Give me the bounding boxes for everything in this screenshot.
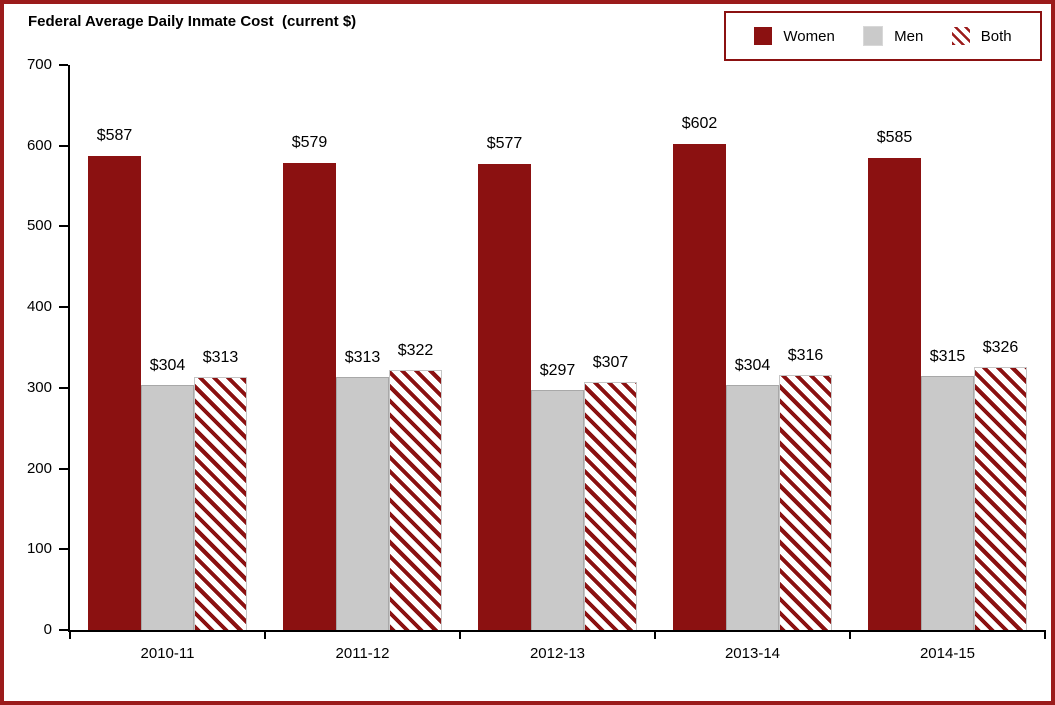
x-category-label: 2011-12: [335, 645, 390, 662]
y-tick: [59, 629, 68, 631]
men-bar: $315: [921, 348, 974, 630]
legend-swatch-men: [863, 26, 884, 46]
bar-group-2010-11: $587 $304 $313: [70, 65, 265, 630]
y-tick-label: 700: [26, 56, 52, 73]
y-tick: [59, 64, 68, 66]
x-tick: [1044, 630, 1046, 639]
y-tick: [59, 387, 68, 389]
bar-value-label: $577: [486, 135, 523, 152]
y-tick: [59, 145, 68, 147]
women-bar: $587: [88, 127, 141, 630]
bar-value-label: $297: [539, 362, 576, 379]
legend-box: Women Men Both: [724, 11, 1042, 61]
both-bar: $326: [974, 339, 1027, 630]
bar-value-label: $587: [96, 127, 133, 144]
x-tick: [264, 630, 266, 639]
both-bar: $313: [194, 349, 247, 630]
both-bar: $316: [779, 347, 832, 630]
legend-label: Men: [894, 27, 924, 45]
y-tick: [59, 468, 68, 470]
women-bar: $585: [868, 129, 921, 630]
y-tick-label: 0: [43, 621, 52, 638]
x-tick: [849, 630, 851, 639]
x-tick: [69, 630, 71, 639]
bar-value-label: $313: [202, 349, 239, 366]
chart-title: Federal Average Daily Inmate Cost (curre…: [28, 13, 357, 30]
bar-value-label: $602: [681, 115, 718, 132]
bar-value-label: $313: [344, 349, 381, 366]
men-bar: $304: [141, 357, 194, 630]
legend-swatch-women: [754, 27, 773, 45]
women-bar: $579: [283, 134, 336, 630]
legend-swatch-both: [951, 27, 970, 45]
x-category-label: 2014-15: [919, 645, 976, 662]
bar-group-2012-13: $577 $297 $307: [460, 65, 655, 630]
x-tick: [459, 630, 461, 639]
men-bar: $297: [531, 362, 584, 630]
bar-value-label: $307: [592, 354, 629, 371]
men-bar: $304: [726, 357, 779, 630]
x-category-label: 2013-14: [724, 645, 781, 662]
bar-value-label: $315: [929, 348, 966, 365]
x-category-label: 2012-13: [529, 645, 586, 662]
bar-value-label: $304: [734, 357, 771, 374]
bar-value-label: $304: [149, 357, 186, 374]
bar-group-2014-15: $585 $315 $326: [850, 65, 1045, 630]
y-tick: [59, 225, 68, 227]
legend-item-both: Both: [951, 27, 1012, 45]
x-category-label: 2010-11: [140, 645, 195, 662]
bar-value-label: $326: [982, 339, 1019, 356]
legend-label: Women: [783, 27, 835, 45]
y-tick-label: 500: [26, 217, 52, 234]
y-tick-label: 400: [26, 298, 52, 315]
men-bar: $313: [336, 349, 389, 630]
women-bar: $602: [673, 115, 726, 630]
bar-groups: $587 $304 $313 $579 $313 $322 $577 $297 $307 $602…: [70, 65, 1045, 630]
legend-item-women: Women: [754, 27, 835, 45]
legend-label: Both: [980, 27, 1012, 45]
bar-group-2013-14: $602 $304 $316: [655, 65, 850, 630]
both-bar: $307: [584, 354, 637, 630]
plot-area: $587 $304 $313 $579 $313 $322 $577 $297 $307 $602…: [27, 57, 1046, 662]
legend-item-men: Men: [863, 26, 923, 46]
both-bar: $322: [389, 342, 442, 630]
y-tick-label: 300: [26, 379, 52, 396]
y-tick-label: 100: [26, 540, 52, 557]
y-tick: [59, 548, 68, 550]
y-tick-label: 200: [26, 460, 52, 477]
x-tick: [654, 630, 656, 639]
bar-value-label: $585: [876, 129, 913, 146]
x-axis-labels: 2010-11 2011-12 2012-13 2013-14 2014-15: [70, 645, 1045, 662]
women-bar: $577: [478, 135, 531, 630]
bar-value-label: $316: [787, 347, 824, 364]
bar-value-label: $322: [397, 342, 434, 359]
bar-group-2011-12: $579 $313 $322: [265, 65, 460, 630]
y-tick: [59, 306, 68, 308]
y-tick-label: 600: [26, 137, 52, 154]
bar-value-label: $579: [291, 134, 328, 151]
